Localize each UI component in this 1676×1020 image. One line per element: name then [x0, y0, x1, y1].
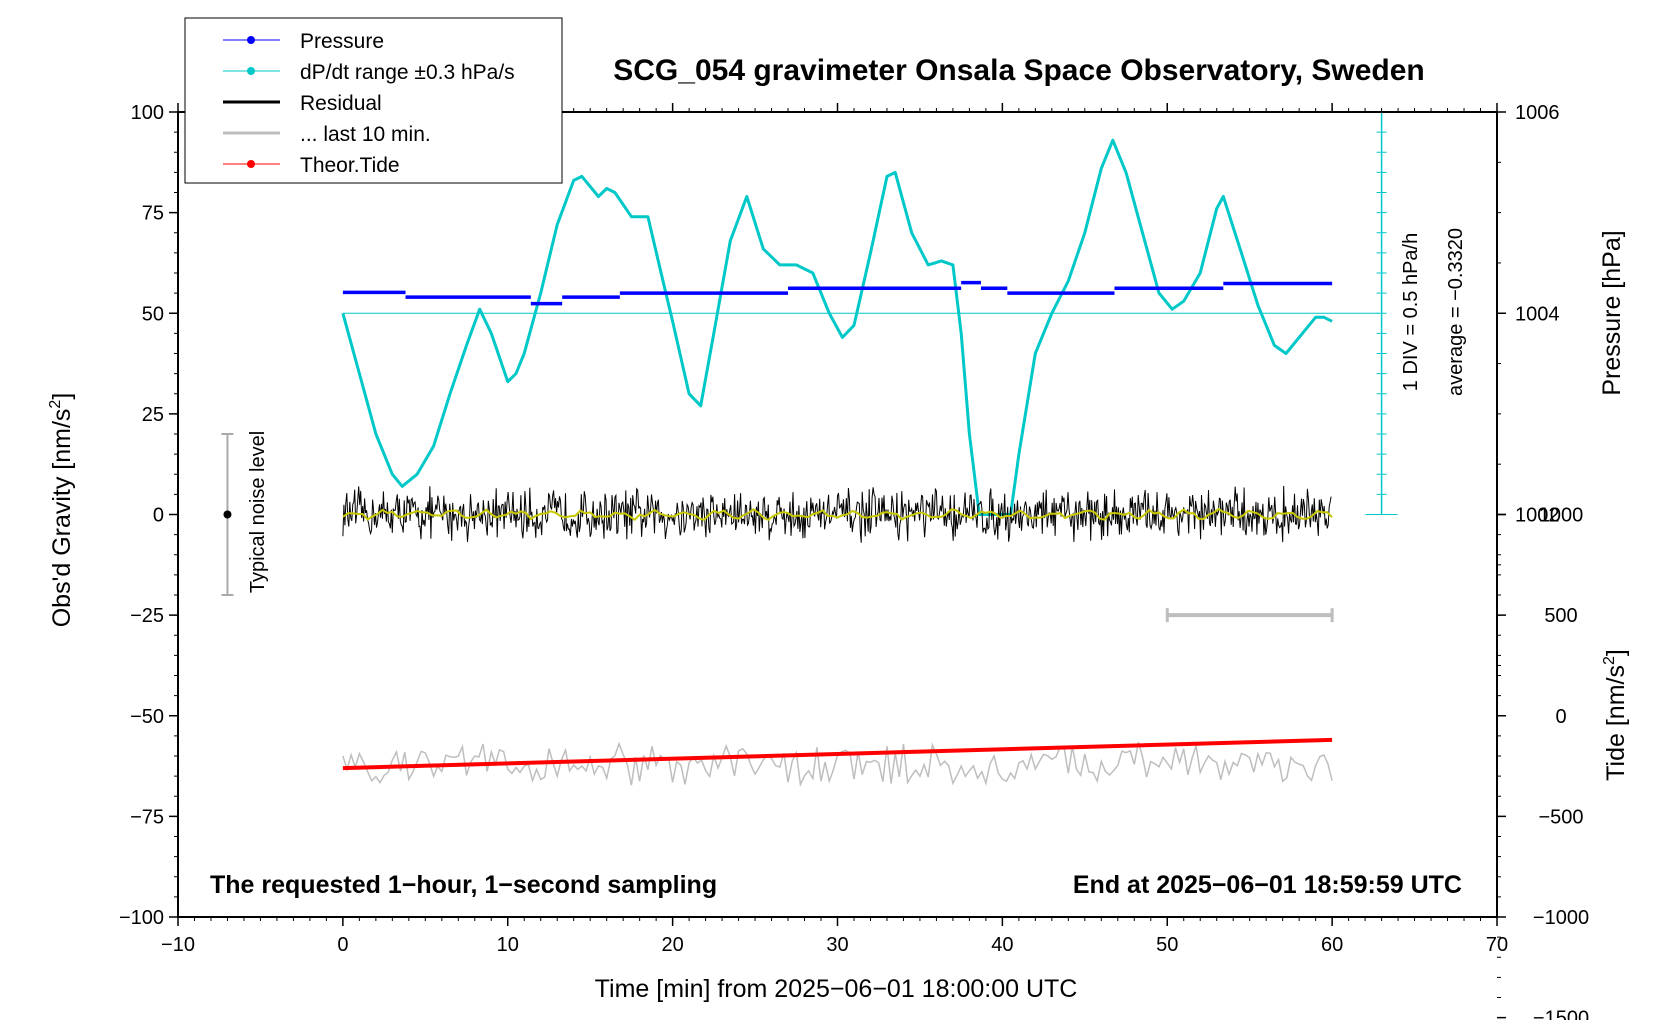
x-tick-label: 0	[337, 934, 348, 956]
x-tick-label: 40	[991, 934, 1013, 956]
noise-bar-center	[223, 510, 232, 519]
y-tick-label: −75	[130, 806, 164, 828]
tide-tick-label: −1000	[1533, 907, 1589, 929]
sampling-note: The requested 1−hour, 1−second sampling	[210, 871, 717, 899]
left-axis-label: Obs'd Gravity [nm/s2]	[47, 393, 76, 628]
y-tick-label: −50	[130, 706, 164, 728]
div-scale-label: 1 DIV = 0.5 hPa/h	[1400, 233, 1422, 391]
y-tick-label: 0	[153, 505, 164, 527]
legend: Pressure dP/dt range ±0.3 hPa/s Residual…	[184, 17, 563, 184]
tide-tick-label: 1000	[1539, 505, 1584, 527]
pressure-axis-label: Pressure [hPa]	[1598, 230, 1626, 395]
pressure-tick-label: 1002	[1515, 505, 1560, 527]
x-tick-label: 50	[1156, 934, 1178, 956]
chart-title: SCG_054 gravimeter Onsala Space Observat…	[613, 54, 1425, 87]
tide-tick-label: −500	[1538, 806, 1583, 828]
residual-smoothed-series	[342, 507, 1333, 522]
y-tick-label: 75	[142, 203, 164, 225]
y-tick-label: −25	[130, 605, 164, 627]
x-tick-label: 30	[826, 934, 848, 956]
legend-label-last10: ... last 10 min.	[300, 123, 431, 146]
dpdt-average-label: average = −0.3320	[1445, 228, 1467, 396]
x-tick-label: 20	[662, 934, 684, 956]
residual-series	[342, 485, 1332, 543]
y-tick-label: 100	[131, 102, 164, 124]
legend-marker-pressure	[247, 36, 255, 44]
y-tick-label: −100	[119, 907, 164, 929]
legend-marker-dpdt	[247, 67, 255, 75]
legend-label-tide: Theor.Tide	[300, 154, 400, 177]
legend-label-residual: Residual	[300, 92, 382, 115]
x-tick-label: 10	[497, 934, 519, 956]
plot-area	[221, 111, 1398, 788]
end-time-note: End at 2025−06−01 18:59:59 UTC	[1073, 871, 1462, 899]
tide-tick-label: 500	[1544, 605, 1577, 627]
x-tick-label: −10	[161, 934, 195, 956]
x-tick-label: 70	[1486, 934, 1508, 956]
legend-marker-tide	[247, 160, 255, 168]
x-axis-label: Time [min] from 2025−06−01 18:00:00 UTC	[595, 975, 1078, 1003]
tide-axis-label: Tide [nm/s2]	[1601, 649, 1630, 781]
tide-tick-label: 0	[1555, 706, 1566, 728]
legend-label-pressure: Pressure	[300, 30, 384, 53]
y-tick-label: 50	[142, 303, 164, 325]
y-tick-label: 25	[142, 404, 164, 426]
pressure-tick-label: 1004	[1515, 303, 1560, 325]
legend-label-dpdt: dP/dt range ±0.3 hPa/s	[300, 61, 515, 84]
noise-level-label: Typical noise level	[247, 431, 269, 593]
tide-tick-label: −1500	[1533, 1008, 1589, 1020]
pressure-tick-label: 1006	[1515, 102, 1560, 124]
tide-series	[342, 737, 1333, 771]
dpdt-series	[341, 138, 1333, 516]
x-tick-label: 60	[1321, 934, 1343, 956]
axes: −10 0 10 20 30 40 50 60 70−100−75−50−25025507510…	[119, 102, 1589, 1020]
